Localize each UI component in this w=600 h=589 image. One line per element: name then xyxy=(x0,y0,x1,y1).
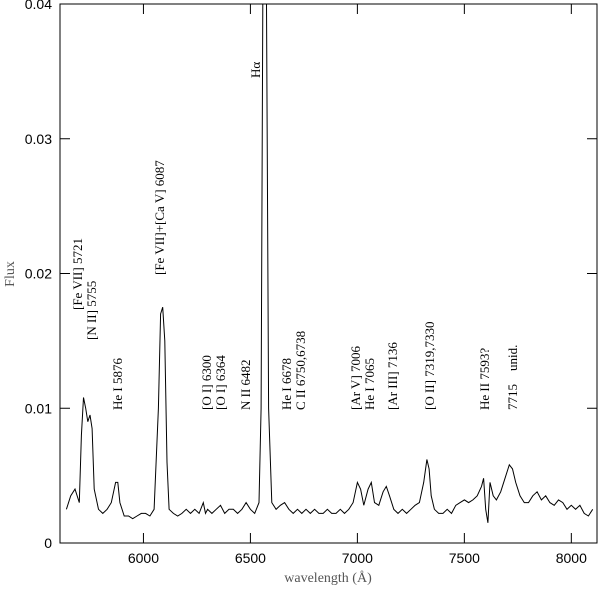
y-tick-label: 0.02 xyxy=(25,266,52,282)
y-axis-label: Flux xyxy=(3,261,18,287)
line-annotation: He II 7593? xyxy=(477,348,492,410)
plot-frame xyxy=(59,3,598,544)
y-tick-label: 0 xyxy=(44,535,52,551)
line-annotation: N II 6482 xyxy=(238,359,253,410)
spectrum-line xyxy=(65,4,594,523)
line-annotation: [N II] 5755 xyxy=(84,281,99,340)
line-annotation: He I 6678 xyxy=(279,358,294,410)
y-tick-label: 0.03 xyxy=(25,131,52,147)
line-annotation: [Fe VII]+[Ca V] 6087 xyxy=(152,160,167,275)
x-tick-label: 8000 xyxy=(556,550,587,566)
line-annotation: [O II] 7319,7330 xyxy=(422,322,437,410)
x-tick-label: 7500 xyxy=(449,550,480,566)
x-tick-label: 6000 xyxy=(128,550,159,566)
line-annotation: [Ar III] 7136 xyxy=(385,342,400,410)
line-annotation: Hα xyxy=(248,62,263,78)
x-tick-label: 6500 xyxy=(235,550,266,566)
line-annotation: He I 5876 xyxy=(110,358,125,410)
x-tick-label: 7000 xyxy=(342,550,373,566)
line-annotation: [Fe VII] 5721 xyxy=(70,238,85,310)
y-tick-label: 0.01 xyxy=(25,400,52,416)
y-tick-label: 0.04 xyxy=(25,0,52,12)
line-annotation: He I 7065 xyxy=(362,358,377,410)
line-annotation: [Ar V] 7006 xyxy=(348,345,363,410)
line-annotation: C II 6750,6738 xyxy=(293,331,308,410)
line-annotation: 7715 unid. xyxy=(505,345,520,410)
line-annotation: [O I] 6364 xyxy=(213,355,228,410)
x-axis-label: wavelength (Å) xyxy=(284,570,372,586)
line-annotation: [O I] 6300 xyxy=(199,355,214,410)
